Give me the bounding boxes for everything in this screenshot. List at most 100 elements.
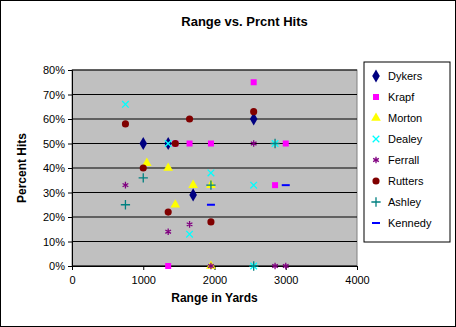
- y-axis: 0% 10% 20% 30% 40% 50% 60% 70% 80%: [43, 64, 73, 272]
- legend-marker: [373, 94, 379, 100]
- point: [208, 141, 214, 147]
- y-tick-mark: [68, 266, 72, 267]
- points: [121, 79, 290, 270]
- point: [121, 200, 130, 209]
- point: [270, 139, 279, 148]
- legend-label: Kennedy: [388, 217, 432, 229]
- y-tick-label: 20%: [43, 211, 65, 223]
- series: [122, 101, 278, 269]
- legend-label: Rutters: [388, 175, 424, 187]
- point: [208, 263, 214, 270]
- legend-label: Ferrall: [388, 154, 419, 166]
- y-tick-label: 60%: [43, 113, 65, 125]
- point: [187, 221, 193, 228]
- point: [165, 140, 172, 147]
- y-tick-mark: [68, 168, 72, 169]
- legend-marker: [371, 197, 380, 206]
- chart-border: [1, 1, 456, 327]
- legend-marker: [372, 222, 380, 224]
- point: [186, 115, 193, 122]
- point: [139, 137, 147, 150]
- point: [172, 140, 179, 147]
- grid-line: [72, 143, 357, 144]
- point: [250, 182, 257, 189]
- point: [165, 228, 171, 235]
- point: [172, 141, 178, 147]
- y-axis-title: Percent Hits: [15, 133, 29, 203]
- legend-label: Ashley: [388, 196, 422, 208]
- point: [207, 204, 215, 206]
- series: [207, 185, 290, 205]
- series: [139, 112, 257, 201]
- point: [122, 120, 129, 127]
- point: [171, 199, 181, 207]
- y-tick-mark: [68, 193, 72, 194]
- y-axis-line: [68, 71, 73, 267]
- y-tick: 0%: [49, 260, 72, 272]
- point: [282, 184, 290, 186]
- grid-line: [72, 217, 357, 218]
- grid-line: [72, 241, 357, 242]
- y-tick: 20%: [43, 211, 72, 223]
- y-tick-label: 0%: [49, 260, 65, 272]
- grid-line: [72, 94, 357, 95]
- x-tick-label: 1000: [132, 274, 156, 286]
- legend-marker: [373, 136, 380, 143]
- legend-label: Dykers: [388, 70, 423, 82]
- chart: Range vs. Prcnt Hits010002000300040000%1…: [0, 0, 456, 327]
- x-tick: 1000: [132, 266, 156, 286]
- point: [272, 263, 278, 270]
- y-tick: 30%: [43, 187, 72, 199]
- y-tick-mark: [68, 70, 72, 71]
- point: [250, 108, 257, 115]
- y-tick-mark: [68, 144, 72, 145]
- grid: [72, 70, 357, 266]
- point: [206, 181, 215, 190]
- legend-marker: [372, 69, 380, 82]
- y-tick: 50%: [43, 138, 72, 150]
- x-tick-label: 3000: [274, 274, 298, 286]
- y-tick: 80%: [43, 64, 72, 76]
- point: [251, 140, 257, 147]
- grid-line: [72, 119, 357, 120]
- x-tick: 2000: [203, 266, 227, 286]
- y-tick: 60%: [43, 113, 72, 125]
- series: [142, 158, 216, 269]
- x-tick-mark: [143, 266, 144, 270]
- point: [249, 261, 258, 270]
- point: [283, 263, 289, 270]
- series: [165, 79, 289, 269]
- y-tick-mark: [68, 242, 72, 243]
- point: [123, 182, 129, 189]
- y-tick-label: 50%: [43, 138, 65, 150]
- legend-label: Dealey: [388, 133, 423, 145]
- y-tick-label: 40%: [43, 162, 65, 174]
- legend-marker: [371, 112, 381, 120]
- y-tick-mark: [68, 217, 72, 218]
- point: [189, 188, 197, 201]
- legend: DykersKrapfMortonDealeyFerrallRuttersAsh…: [364, 62, 450, 242]
- point: [139, 173, 148, 182]
- point: [187, 141, 193, 147]
- legend-marker: [373, 157, 379, 164]
- point: [186, 231, 193, 238]
- legend-box: [364, 62, 450, 242]
- series: [121, 139, 280, 271]
- y-tick-mark: [68, 95, 72, 96]
- series: [122, 108, 257, 225]
- chart-title: Range vs. Prcnt Hits: [181, 14, 307, 29]
- x-axis: 01000200030004000: [69, 266, 369, 286]
- y-tick-label: 80%: [43, 64, 65, 76]
- point: [163, 162, 173, 170]
- x-tick-label: 2000: [203, 274, 227, 286]
- y-tick-label: 70%: [43, 89, 65, 101]
- point: [207, 218, 214, 225]
- grid-line: [72, 70, 357, 71]
- point: [272, 182, 278, 188]
- point: [165, 209, 172, 216]
- point: [283, 141, 289, 147]
- x-tick-mark: [357, 266, 358, 270]
- point: [251, 79, 257, 85]
- point: [206, 260, 216, 268]
- y-tick-label: 10%: [43, 236, 65, 248]
